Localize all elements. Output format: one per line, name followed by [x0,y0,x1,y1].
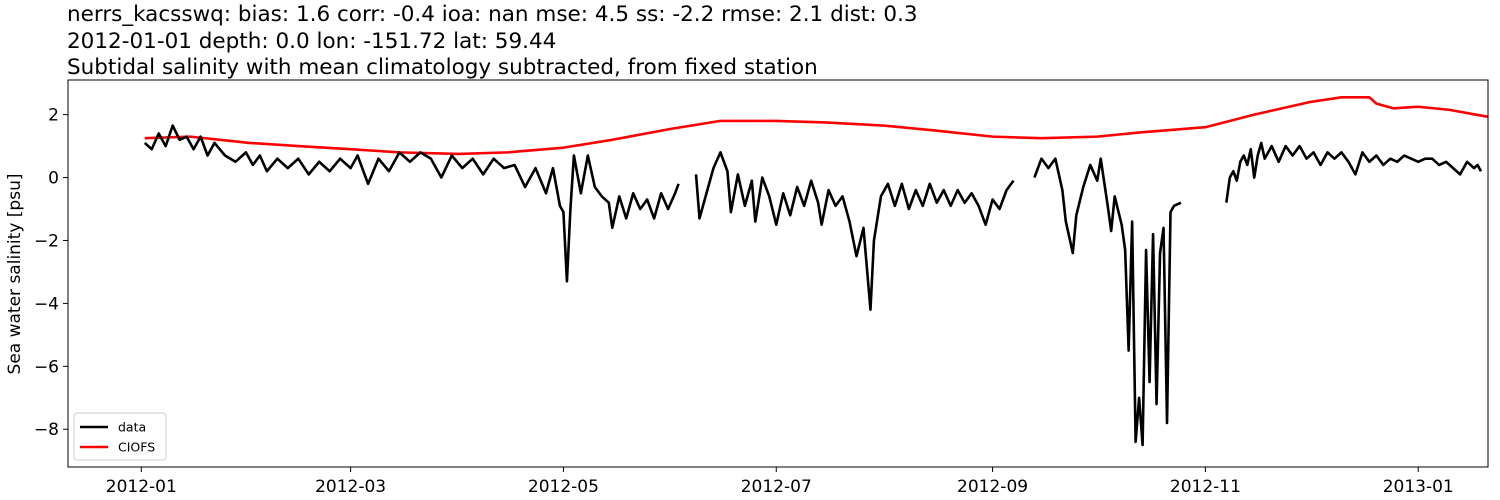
title-metrics: nerrs_kacsswq: bias: 1.6 corr: -0.4 ioa:… [67,2,918,27]
x-tick-label: 2012-03 [315,477,386,497]
y-tick-label: −8 [34,420,59,440]
series-line-data-2 [1033,157,1182,447]
title-description: Subtidal salinity with mean climatology … [67,55,818,80]
y-tick-label: 0 [48,169,59,189]
series-line-data-0 [143,124,680,283]
axes: 2012-01 2012-03 2012-05 2012-07 2012-09 2012-… [34,79,1489,497]
y-axis-label: Sea water salinity [psu] [5,174,25,375]
series-line-data-1 [694,151,1015,311]
title-station-info: 2012-01-01 depth: 0.0 lon: -151.72 lat: … [67,29,557,54]
y-tick-label: −2 [34,231,59,251]
legend: data CIOFS [73,412,167,461]
x-tick-label: 2012-01 [106,477,177,497]
x-tick-label: 2012-11 [1170,477,1241,497]
y-tick-label: −6 [34,357,59,377]
plot-frame [67,79,1489,468]
series-line-data-3 [1225,141,1483,203]
x-tick-label: 2012-07 [741,477,812,497]
x-tick-label: 2013-01 [1383,477,1454,497]
plot-lines [143,96,1488,447]
x-tick-label: 2012-05 [528,477,599,497]
x-tick-label: 2012-09 [957,477,1028,497]
y-tick-label: 2 [48,106,59,126]
legend-label-ciofs: CIOFS [118,440,155,455]
series-line-ciofs-0 [144,96,1488,156]
legend-label-data: data [118,420,146,435]
y-tick-label: −4 [34,294,59,314]
